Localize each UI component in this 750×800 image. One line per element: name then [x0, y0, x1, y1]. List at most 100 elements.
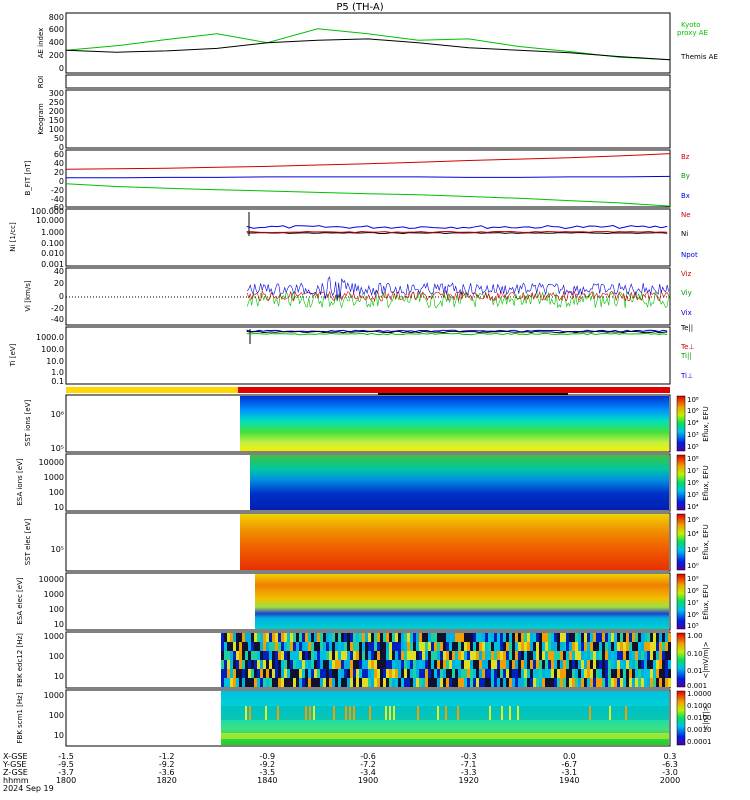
- fbk-e-cell: [434, 651, 437, 660]
- fbk-e-cell: [269, 669, 272, 678]
- fbk-e-cell: [485, 678, 488, 687]
- fbk-e-cell: [659, 660, 662, 669]
- fbk-e-cell: [371, 678, 374, 687]
- fbk-e-cell: [242, 642, 245, 651]
- fbk-e-cell: [581, 642, 584, 651]
- fbk-e-cell: [614, 651, 617, 660]
- fbk-e-cell: [473, 642, 476, 651]
- fbk-e-cell: [410, 642, 413, 651]
- fbk-e-cell: [533, 669, 536, 678]
- fbk-e-cell: [467, 678, 470, 687]
- fbk-e-cell: [554, 669, 557, 678]
- fbk-e-cell: [518, 651, 521, 660]
- fbk-e-cell: [317, 642, 320, 651]
- fbk-e-cell: [530, 669, 533, 678]
- fbk-e-cell: [407, 633, 410, 642]
- fbk-e-cell: [605, 651, 608, 660]
- keo-tick-2: 200: [49, 107, 64, 116]
- fbk-e-cell: [596, 651, 599, 660]
- fbk-e-cell: [221, 669, 224, 678]
- legend-themis-ae: Themis AE: [680, 53, 718, 61]
- fbk-e-cell: [422, 678, 425, 687]
- fbk-e-cell: [554, 633, 557, 642]
- fbk-e-cell: [344, 642, 347, 651]
- fbk-e-cell: [428, 642, 431, 651]
- vi-tick-1: 20: [54, 279, 64, 288]
- fbk-e-cell: [407, 669, 410, 678]
- fbk-e-cell: [533, 660, 536, 669]
- fbk-e-cell: [578, 678, 581, 687]
- fbk-e-cell: [392, 642, 395, 651]
- fbk-b-burst: [445, 706, 447, 720]
- fbk-e-cell: [494, 669, 497, 678]
- ylabel-keo: Keogram: [37, 103, 45, 134]
- fbk-e-cell: [644, 651, 647, 660]
- ni-tick-0: 100.000: [31, 207, 64, 216]
- fbk-e-cell: [659, 642, 662, 651]
- fbk-e-cell: [638, 633, 641, 642]
- fbk-e-cell: [644, 660, 647, 669]
- series-bx: [65, 183, 671, 207]
- fbk-e-cell: [368, 651, 371, 660]
- fbk-e-cell: [440, 669, 443, 678]
- series-themis-ae: [65, 38, 671, 61]
- fbk-e-cell: [371, 633, 374, 642]
- footer-x_gse-3: -0.6: [360, 752, 376, 761]
- fbk-e-cell: [554, 642, 557, 651]
- fbk-e-cell: [476, 642, 479, 651]
- fbk-e-cell: [359, 642, 362, 651]
- spectrogram-sst-ions: [65, 394, 671, 453]
- fbk-e-cell: [575, 651, 578, 660]
- fbk-e-cell: [578, 642, 581, 651]
- fbk-e-cell: [251, 669, 254, 678]
- fbk-e-cell: [653, 651, 656, 660]
- fbk-e-cell: [587, 678, 590, 687]
- fbk-e-cell: [371, 651, 374, 660]
- fbk-e-cell: [461, 633, 464, 642]
- fbk-e-cell: [569, 669, 572, 678]
- fbk-e-cell: [284, 651, 287, 660]
- fbk-e-cell: [524, 633, 527, 642]
- esa-e-tick-0: 10000: [39, 575, 64, 584]
- fbk-e-cell: [383, 642, 386, 651]
- fbk-e-cell: [284, 642, 287, 651]
- fbk-e-cell: [581, 651, 584, 660]
- fbk-e-cell: [608, 678, 611, 687]
- fbk-e-cell: [488, 642, 491, 651]
- fbk-e-cell: [464, 669, 467, 678]
- fbk-e-cell: [572, 633, 575, 642]
- fbk-e-cell: [299, 669, 302, 678]
- keo-tick-0: 300: [49, 89, 64, 98]
- fbk-e-cell: [587, 660, 590, 669]
- fbk-e-cell: [383, 669, 386, 678]
- fbk-e-cell: [422, 642, 425, 651]
- fbk-e-cell: [275, 633, 278, 642]
- fbk-e-cell: [644, 633, 647, 642]
- fbk-e-tick-2: 10: [54, 672, 64, 681]
- fbk-e-cell: [473, 633, 476, 642]
- fbk-e-cell: [428, 633, 431, 642]
- esa-e-tick-3: 10: [54, 620, 64, 629]
- fbk-e-cell: [605, 669, 608, 678]
- fbk-e-cell: [584, 642, 587, 651]
- fbk-e-cell: [347, 642, 350, 651]
- vi-tick-0: 40: [54, 267, 64, 276]
- fbk-e-cell: [557, 642, 560, 651]
- bfit-tick-4: -20: [51, 186, 64, 195]
- fbk-e-cell: [497, 642, 500, 651]
- fbk-e-cell: [272, 669, 275, 678]
- bfit-series-layer: [65, 153, 671, 207]
- fbk-e-cell: [326, 660, 329, 669]
- fbk-e-cell: [458, 660, 461, 669]
- fbk-e-cell: [230, 651, 233, 660]
- fbk-e-cell: [308, 660, 311, 669]
- fbk-e-cell: [494, 633, 497, 642]
- fbk-e-cell: [575, 633, 578, 642]
- fbk-e-cell: [362, 669, 365, 678]
- ti-tick-1: 100.0: [41, 345, 64, 354]
- fbk-e-cell: [653, 669, 656, 678]
- fbk-e-cell: [317, 651, 320, 660]
- fbk-e-cell: [344, 633, 347, 642]
- fbk-e-cell: [353, 660, 356, 669]
- fbk-e-cell: [557, 669, 560, 678]
